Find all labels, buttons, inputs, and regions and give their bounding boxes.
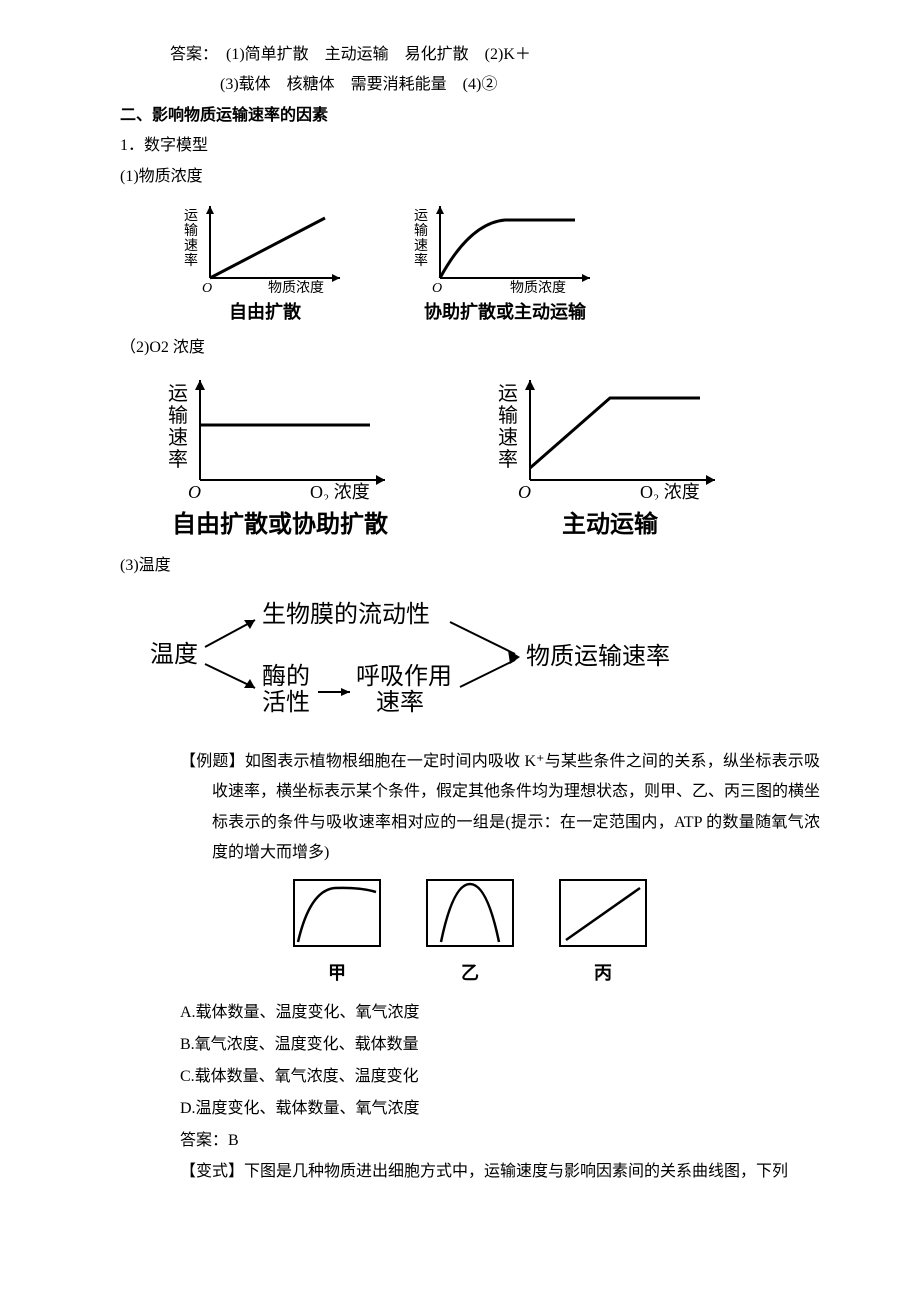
- fig3-caption: 自由扩散或协助扩散: [172, 502, 388, 548]
- fig-jia: 甲: [290, 876, 385, 990]
- svg-text:运: 运: [498, 383, 518, 405]
- example-block: 【例题】如图表示植物根细胞在一定时间内吸收 K⁺与某些条件之间的关系，纵坐标表示…: [120, 747, 820, 869]
- section-2-title: 二、影响物质运输速率的因素: [120, 101, 820, 131]
- example-answer: 答案：B: [180, 1125, 820, 1157]
- svg-text:率: 率: [184, 252, 198, 269]
- svg-text:物质运输速率: 物质运输速率: [526, 643, 670, 670]
- fig1-caption: 自由扩散: [229, 295, 301, 329]
- svg-text:速: 速: [168, 426, 188, 449]
- option-a: A.载体数量、温度变化、氧气浓度: [180, 997, 820, 1029]
- svg-text:O₂ 浓度: O₂ 浓度: [310, 482, 370, 500]
- section-2-sub-1: (1)物质浓度: [120, 162, 820, 192]
- fig-jia-label: 甲: [328, 956, 346, 990]
- svg-text:率: 率: [498, 448, 518, 471]
- svg-text:生物膜的流动性: 生物膜的流动性: [262, 601, 430, 628]
- svg-text:O: O: [518, 482, 531, 500]
- variant-tag: 【变式】: [180, 1163, 244, 1180]
- fig-yi: 乙: [423, 876, 518, 990]
- svg-text:输: 输: [168, 404, 188, 427]
- svg-text:运: 运: [184, 208, 198, 224]
- variant-block: 【变式】下图是几种物质进出细胞方式中，运输速度与影响因素间的关系曲线图，下列: [120, 1157, 820, 1187]
- section-2-sub-3: (3)温度: [120, 551, 820, 581]
- svg-text:酶的: 酶的: [262, 663, 310, 690]
- svg-text:呼吸作用: 呼吸作用: [356, 663, 452, 690]
- answer-line-1: 答案： (1)简单扩散 主动运输 易化扩散 (2)K＋: [120, 40, 820, 70]
- diagram-row-o2: 运 输 速 率 O O₂ 浓度 自由扩散或协助扩散 运 输 速 率 O O₂ 浓…: [120, 370, 820, 548]
- section-2-sub-2: （2)O2 浓度: [120, 333, 820, 363]
- fig-bing: 丙: [556, 876, 651, 990]
- svg-text:速: 速: [498, 426, 518, 449]
- svg-text:率: 率: [414, 252, 428, 269]
- option-b: B.氧气浓度、温度变化、载体数量: [180, 1029, 820, 1061]
- svg-text:O: O: [188, 482, 201, 500]
- svg-text:速: 速: [414, 238, 428, 254]
- svg-text:运: 运: [168, 383, 188, 405]
- svg-text:O: O: [432, 281, 442, 293]
- svg-text:O₂ 浓度: O₂ 浓度: [640, 482, 700, 500]
- svg-text:速率: 速率: [376, 689, 424, 716]
- options-list: A.载体数量、温度变化、氧气浓度 B.氧气浓度、温度变化、载体数量 C.载体数量…: [120, 997, 820, 1157]
- svg-text:速: 速: [184, 238, 198, 254]
- fig4-caption: 主动运输: [562, 502, 658, 548]
- fig-rise-plateau: 运 输 速 率 O O₂ 浓度 主动运输: [490, 370, 730, 548]
- cm-left: 温度: [150, 641, 198, 668]
- section-2-item-1: 1．数字模型: [120, 131, 820, 161]
- fig2-caption: 协助扩散或主动运输: [424, 295, 586, 329]
- option-c: C.载体数量、氧气浓度、温度变化: [180, 1061, 820, 1093]
- svg-text:物质浓度: 物质浓度: [268, 280, 324, 293]
- example-body: 如图表示植物根细胞在一定时间内吸收 K⁺与某些条件之间的关系，纵坐标表示吸收速率…: [212, 753, 820, 861]
- svg-text:运: 运: [414, 208, 428, 224]
- concept-map-temperature: 温度 生物膜的流动性 酶的 活性 呼吸作用 速率 物质运输速率: [120, 592, 820, 733]
- fig-facilitated-or-active: 运 输 速 率 O 物质浓度 协助扩散或主动运输: [410, 198, 600, 329]
- svg-text:活性: 活性: [262, 689, 310, 716]
- svg-text:输: 输: [498, 404, 518, 427]
- three-small-figs: 甲 乙 丙: [120, 876, 820, 990]
- svg-text:输: 输: [414, 223, 428, 239]
- fig-free-diffusion: 运 输 速 率 O 物质浓度 自由扩散: [180, 198, 350, 329]
- svg-text:率: 率: [168, 448, 188, 471]
- svg-text:输: 输: [184, 223, 198, 239]
- fig-yi-label: 乙: [461, 956, 479, 990]
- example-tag: 【例题】: [180, 753, 245, 770]
- svg-text:物质浓度: 物质浓度: [510, 280, 566, 293]
- diagram-row-concentration: 运 输 速 率 O 物质浓度 自由扩散 运 输 速 率 O 物质浓度 协助扩散或…: [120, 198, 820, 329]
- fig-flat: 运 输 速 率 O O₂ 浓度 自由扩散或协助扩散: [160, 370, 400, 548]
- option-d: D.温度变化、载体数量、氧气浓度: [180, 1093, 820, 1125]
- svg-text:O: O: [202, 281, 212, 293]
- variant-body: 下图是几种物质进出细胞方式中，运输速度与影响因素间的关系曲线图，下列: [244, 1163, 788, 1180]
- fig-bing-label: 丙: [594, 956, 612, 990]
- answer-line-2: (3)载体 核糖体 需要消耗能量 (4)②: [120, 70, 820, 100]
